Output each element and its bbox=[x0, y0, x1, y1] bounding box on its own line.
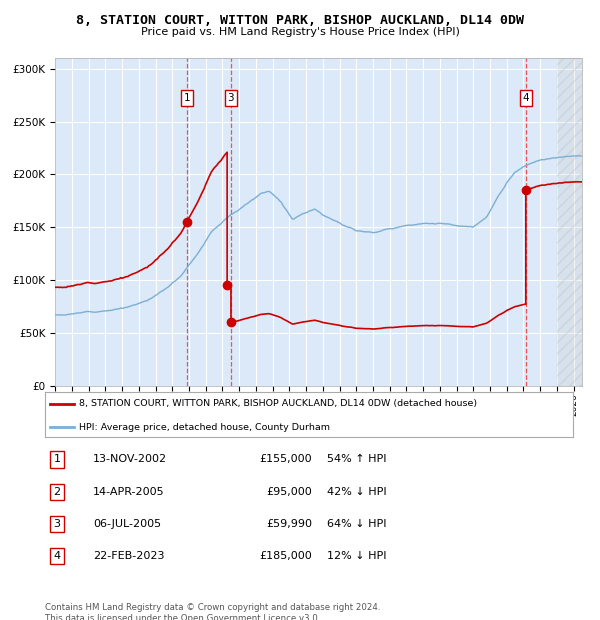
Text: 3: 3 bbox=[53, 519, 61, 529]
Text: £59,990: £59,990 bbox=[266, 519, 312, 529]
Text: 13-NOV-2002: 13-NOV-2002 bbox=[93, 454, 167, 464]
Text: 42% ↓ HPI: 42% ↓ HPI bbox=[327, 487, 386, 497]
Text: 2: 2 bbox=[53, 487, 61, 497]
Text: 1: 1 bbox=[184, 94, 190, 104]
Text: £155,000: £155,000 bbox=[259, 454, 312, 464]
Text: 4: 4 bbox=[53, 551, 61, 561]
Text: HPI: Average price, detached house, County Durham: HPI: Average price, detached house, Coun… bbox=[79, 423, 331, 432]
Text: 8, STATION COURT, WITTON PARK, BISHOP AUCKLAND, DL14 0DW: 8, STATION COURT, WITTON PARK, BISHOP AU… bbox=[76, 14, 524, 27]
Text: This data is licensed under the Open Government Licence v3.0.: This data is licensed under the Open Gov… bbox=[45, 614, 320, 620]
Text: 06-JUL-2005: 06-JUL-2005 bbox=[93, 519, 161, 529]
Text: 22-FEB-2023: 22-FEB-2023 bbox=[93, 551, 164, 561]
Text: £95,000: £95,000 bbox=[266, 487, 312, 497]
Text: £185,000: £185,000 bbox=[259, 551, 312, 561]
Text: 8, STATION COURT, WITTON PARK, BISHOP AUCKLAND, DL14 0DW (detached house): 8, STATION COURT, WITTON PARK, BISHOP AU… bbox=[79, 399, 478, 408]
Text: 12% ↓ HPI: 12% ↓ HPI bbox=[327, 551, 386, 561]
Bar bbox=[557, 58, 599, 386]
Text: Contains HM Land Registry data © Crown copyright and database right 2024.: Contains HM Land Registry data © Crown c… bbox=[45, 603, 380, 612]
Text: 64% ↓ HPI: 64% ↓ HPI bbox=[327, 519, 386, 529]
Text: 4: 4 bbox=[523, 94, 529, 104]
Text: 14-APR-2005: 14-APR-2005 bbox=[93, 487, 164, 497]
Text: Price paid vs. HM Land Registry's House Price Index (HPI): Price paid vs. HM Land Registry's House … bbox=[140, 27, 460, 37]
Text: 1: 1 bbox=[53, 454, 61, 464]
Text: 54% ↑ HPI: 54% ↑ HPI bbox=[327, 454, 386, 464]
Text: 3: 3 bbox=[227, 94, 234, 104]
Bar bbox=[557, 58, 599, 386]
